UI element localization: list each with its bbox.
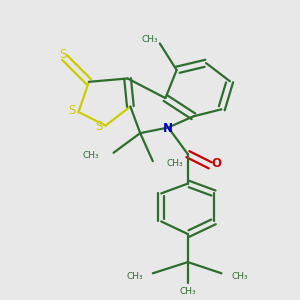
Text: CH₃: CH₃	[231, 272, 248, 280]
Text: CH₃: CH₃	[142, 35, 158, 44]
Text: S: S	[95, 121, 102, 134]
Text: S: S	[69, 104, 76, 117]
Text: O: O	[212, 158, 221, 170]
Text: S: S	[59, 48, 67, 61]
Text: CH₃: CH₃	[126, 272, 143, 280]
Text: N: N	[163, 122, 173, 135]
Text: CH₃: CH₃	[83, 151, 100, 160]
Text: CH₃: CH₃	[179, 287, 196, 296]
Text: CH₃: CH₃	[167, 160, 183, 169]
